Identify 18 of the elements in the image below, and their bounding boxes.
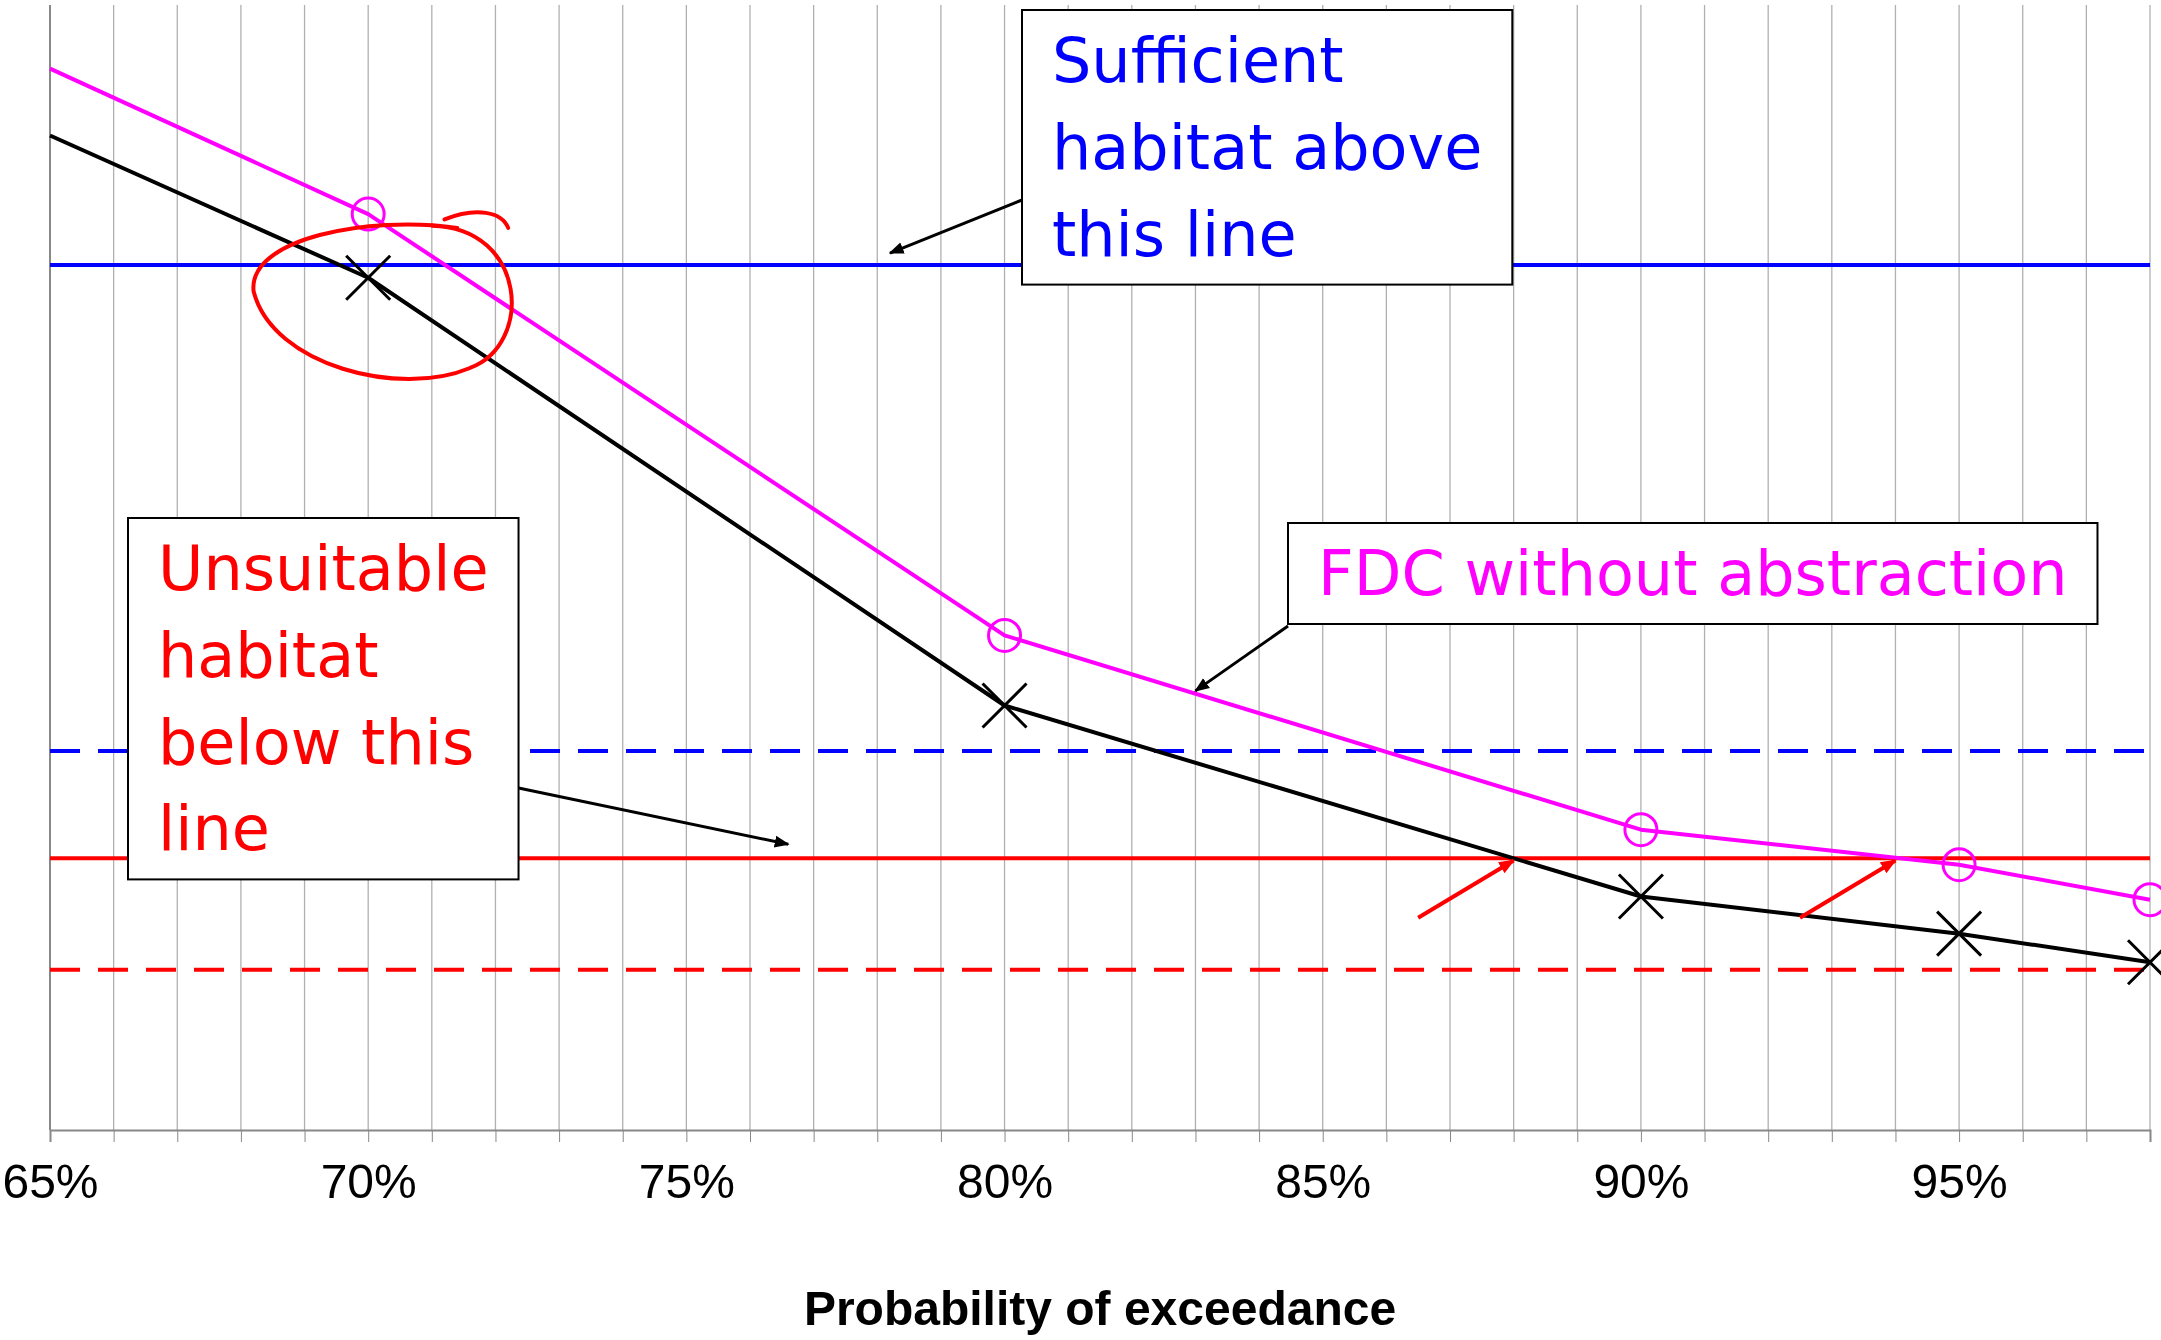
x-tick-label: 95% (1911, 1155, 2008, 1209)
x-tick-label: 70% (320, 1155, 417, 1209)
x-tick-label: 65% (2, 1155, 99, 1209)
point (1623, 812, 1659, 848)
point (987, 617, 1023, 653)
point (344, 254, 392, 302)
x-tick-label: 75% (638, 1155, 735, 1209)
point (1617, 873, 1665, 921)
series-label: FDC without abstraction (1318, 537, 2068, 610)
ref-line-label: Sufficient habitat above this line (1052, 24, 1483, 271)
x-tick-label: 80% (957, 1155, 1054, 1209)
point (1941, 847, 1977, 883)
x-axis-title: Probability of exceedance (803, 1282, 1397, 1335)
x-tick-label: 85% (1275, 1155, 1372, 1209)
point (981, 681, 1029, 729)
point (1935, 910, 1983, 958)
ref-line-label: Unsuitable habitat below this line (158, 532, 489, 866)
x-tick-label: 90% (1593, 1155, 1690, 1209)
